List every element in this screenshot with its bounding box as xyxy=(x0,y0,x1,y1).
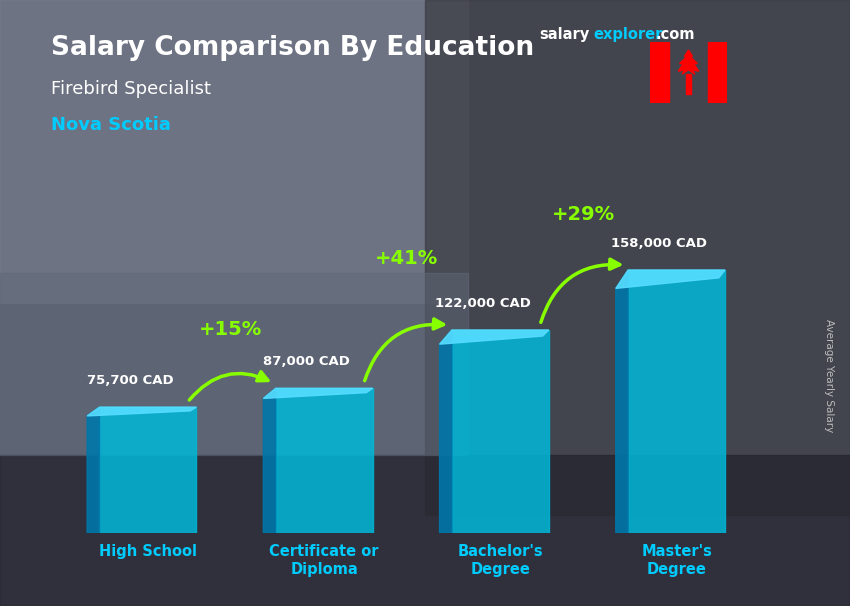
Text: Nova Scotia: Nova Scotia xyxy=(51,116,171,135)
Bar xyxy=(687,75,690,94)
Text: 87,000 CAD: 87,000 CAD xyxy=(264,355,350,368)
Bar xyxy=(99,407,196,533)
Polygon shape xyxy=(439,330,452,533)
Text: 158,000 CAD: 158,000 CAD xyxy=(611,237,707,250)
Text: salary: salary xyxy=(540,27,590,42)
Polygon shape xyxy=(678,50,699,75)
Text: explorer: explorer xyxy=(593,27,663,42)
Text: +15%: +15% xyxy=(199,321,263,339)
Polygon shape xyxy=(615,270,725,288)
Polygon shape xyxy=(264,388,275,533)
Bar xyxy=(0,273,468,454)
Text: Salary Comparison By Education: Salary Comparison By Education xyxy=(51,35,534,61)
Text: +29%: +29% xyxy=(552,205,615,224)
Bar xyxy=(707,42,727,103)
Bar xyxy=(0,454,850,606)
Text: Firebird Specialist: Firebird Specialist xyxy=(51,80,211,98)
Polygon shape xyxy=(87,407,196,416)
Polygon shape xyxy=(87,407,99,533)
FancyArrowPatch shape xyxy=(190,371,268,400)
Text: 75,700 CAD: 75,700 CAD xyxy=(87,374,173,387)
Bar xyxy=(628,270,725,533)
FancyArrowPatch shape xyxy=(541,259,620,322)
Bar xyxy=(452,330,549,533)
FancyArrowPatch shape xyxy=(365,319,444,381)
Bar xyxy=(0,0,468,303)
Polygon shape xyxy=(264,388,372,398)
Text: .com: .com xyxy=(655,27,694,42)
Polygon shape xyxy=(615,270,628,533)
Polygon shape xyxy=(439,330,549,344)
Text: Average Yearly Salary: Average Yearly Salary xyxy=(824,319,834,432)
Bar xyxy=(425,0,850,515)
Bar xyxy=(650,42,670,103)
Text: +41%: +41% xyxy=(376,249,439,268)
Bar xyxy=(275,388,372,533)
Text: 122,000 CAD: 122,000 CAD xyxy=(435,297,530,310)
